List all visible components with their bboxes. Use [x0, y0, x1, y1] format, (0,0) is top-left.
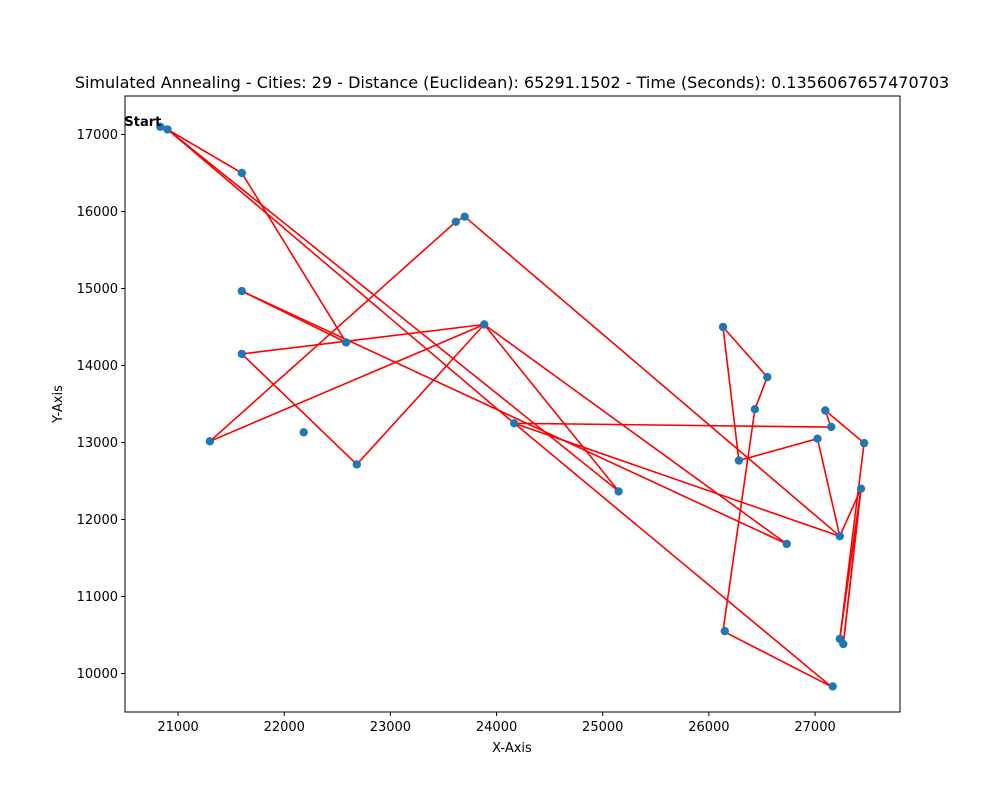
city-point	[828, 682, 837, 691]
city-point	[460, 212, 469, 221]
city-point	[237, 349, 246, 359]
route-segment	[241, 290, 788, 545]
route-segment	[464, 216, 841, 537]
city-point	[299, 428, 308, 437]
city-point	[341, 338, 351, 347]
x-tick-label: 25000	[582, 720, 623, 735]
route-segment	[824, 409, 865, 444]
route-segment	[167, 128, 243, 174]
city-point	[835, 532, 844, 541]
city-point	[163, 125, 172, 134]
x-tick-label: 26000	[688, 720, 729, 735]
city-point	[156, 122, 165, 131]
y-tick-label: 12000	[77, 513, 118, 528]
route-segment	[738, 437, 818, 462]
city-point	[237, 286, 246, 296]
y-axis-label: Y-Axis	[51, 385, 66, 424]
route-segment	[241, 323, 485, 355]
route-segment	[816, 438, 841, 537]
y-tick-label: 13000	[77, 436, 118, 451]
city-point	[856, 484, 866, 493]
route-segment	[241, 172, 347, 343]
y-tick-label: 11000	[77, 590, 118, 605]
city-point	[510, 419, 519, 428]
route-segment	[722, 326, 768, 378]
axes: 21000 22000 23000 24000 25000 26000 27000 10000…	[77, 128, 836, 735]
route-segment	[483, 323, 620, 492]
x-tick-label: 23000	[370, 720, 411, 735]
route-segment	[241, 353, 358, 465]
y-tick-label: 10000	[77, 667, 118, 682]
plot-frame	[124, 95, 901, 713]
route-segment	[209, 221, 457, 442]
city-point	[237, 168, 246, 178]
route-segment	[839, 443, 865, 639]
route-segment	[514, 422, 832, 428]
city-point	[813, 434, 822, 443]
y-tick-label: 16000	[77, 205, 118, 220]
city-point	[352, 460, 361, 469]
city-point	[827, 422, 836, 432]
route-segment	[722, 630, 832, 688]
x-tick-label: 22000	[264, 720, 305, 735]
city-point	[734, 456, 744, 465]
y-tick-label: 14000	[77, 359, 118, 374]
city-point	[720, 626, 729, 636]
city-point	[451, 217, 460, 226]
route-segment	[483, 323, 788, 545]
plot-area: Start	[124, 115, 869, 691]
city-point	[750, 405, 760, 414]
city-point	[480, 320, 489, 329]
x-axis-label: X-Axis	[492, 741, 532, 756]
y-tick-label: 17000	[77, 128, 118, 143]
city-point	[821, 406, 830, 415]
city-point	[205, 437, 215, 446]
start-label: Start	[124, 115, 161, 130]
city-point	[839, 639, 848, 649]
y-tick-label: 15000	[77, 282, 118, 297]
route-segment	[513, 422, 832, 688]
city-point	[859, 438, 869, 448]
city-point	[614, 487, 623, 496]
route-segment	[722, 409, 756, 632]
route-segment	[356, 323, 485, 465]
route-segment	[722, 326, 740, 461]
x-tick-label: 24000	[476, 720, 517, 735]
route-segment	[166, 128, 515, 424]
route-segment	[209, 323, 485, 443]
city-point	[718, 322, 728, 332]
chart-title: Simulated Annealing - Cities: 29 - Dista…	[75, 73, 949, 92]
x-tick-label: 27000	[794, 720, 835, 735]
city-point	[782, 539, 791, 549]
x-tick-label: 21000	[157, 720, 198, 735]
route-segment	[754, 376, 769, 410]
city-point	[763, 372, 772, 382]
